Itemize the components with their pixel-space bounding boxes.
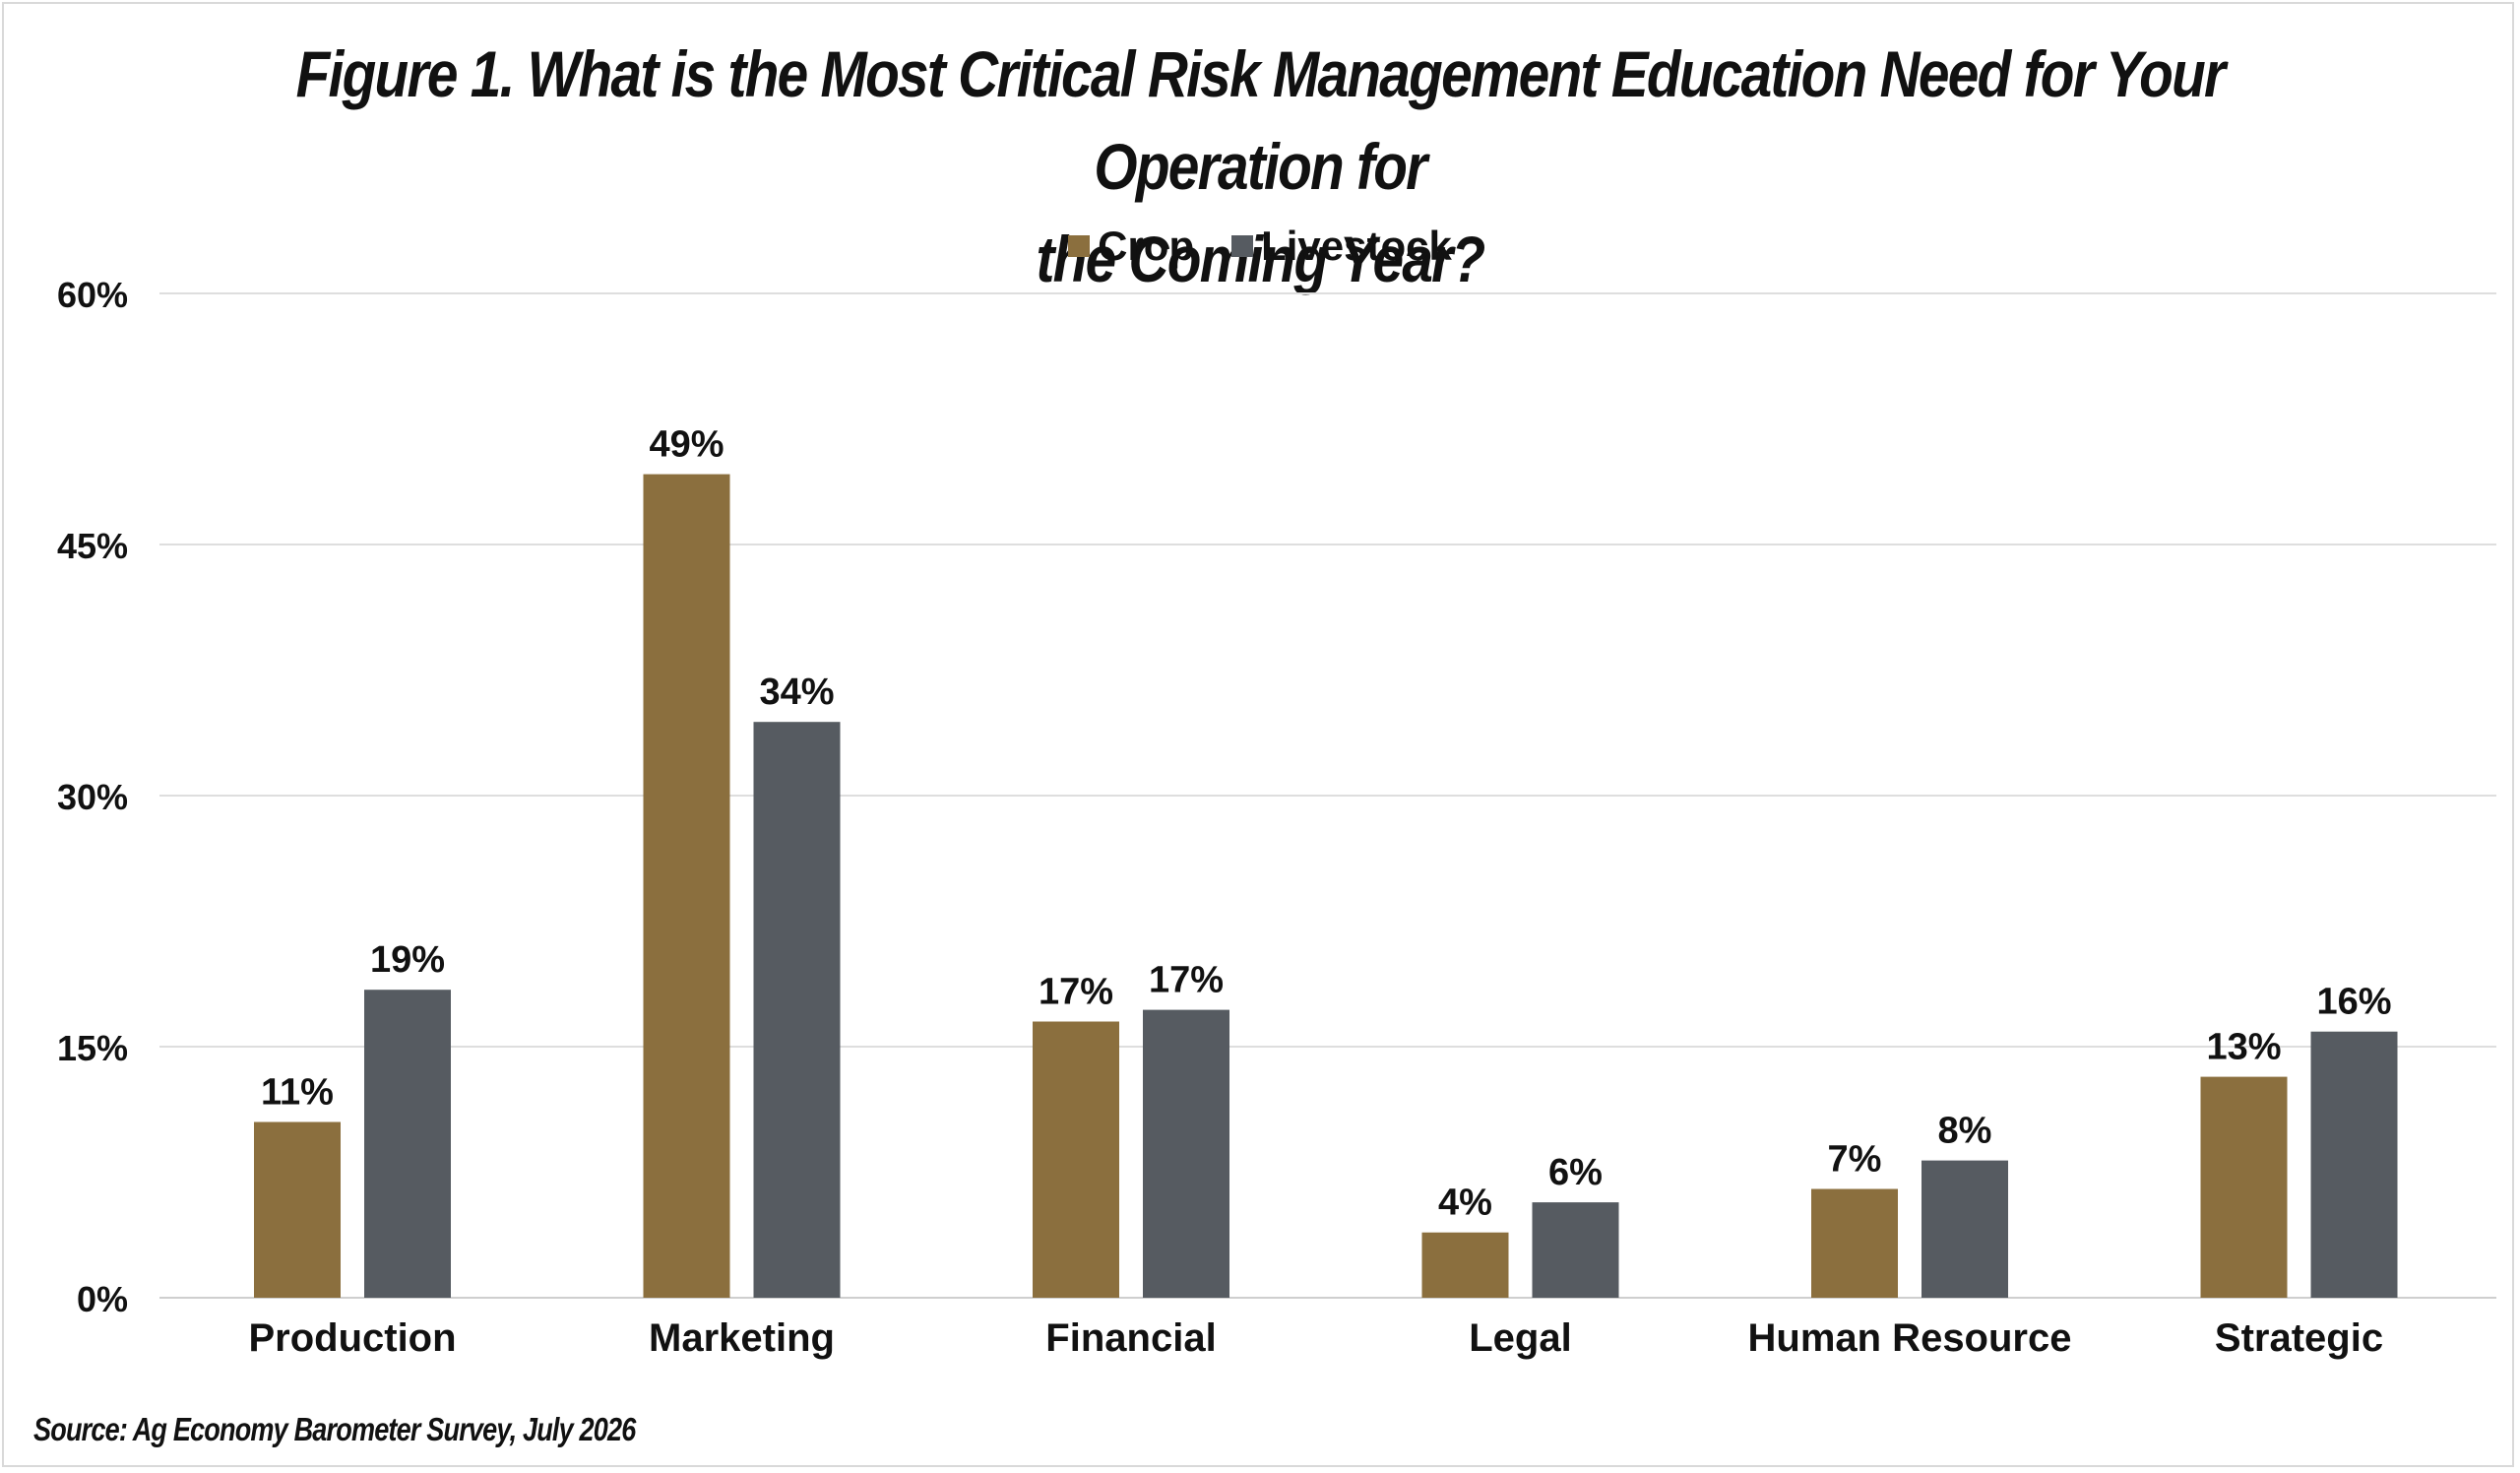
data-label: 13% <box>2206 1027 2281 1068</box>
bars <box>254 474 2398 1299</box>
chart-legend: Crop Livestock <box>0 219 2520 274</box>
x-tick-label: Marketing <box>649 1316 835 1360</box>
y-tick-label: 60% <box>57 275 128 315</box>
bar-livestock <box>1143 1009 1229 1298</box>
x-tick-label: Human Resource <box>1748 1316 2072 1360</box>
legend-item-livestock: Livestock <box>1231 219 1452 274</box>
bar-crop <box>2200 1076 2288 1298</box>
data-label: 17% <box>1039 972 1113 1013</box>
chart-title-line-2: the Coming Year? <box>1036 223 1485 295</box>
legend-swatch-livestock <box>1231 235 1254 257</box>
gridlines <box>159 292 2496 1299</box>
data-labels: 11% 19% 49% 34% 17% 17% 4% 6% 7% 8% 13% 16% <box>261 424 2392 1224</box>
source-note: Source: Ag Economy Barometer Survey, Jul… <box>33 1411 636 1447</box>
bar-livestock <box>2310 1031 2398 1298</box>
bar-crop <box>1421 1232 1509 1298</box>
data-label: 19% <box>370 939 445 981</box>
bar-livestock <box>753 722 841 1298</box>
data-label: 6% <box>1548 1152 1603 1193</box>
x-tick-label: Legal <box>1469 1316 1571 1360</box>
legend-label-livestock: Livestock <box>1261 223 1452 269</box>
bar-crop <box>1033 1021 1119 1298</box>
data-label: 16% <box>2316 982 2391 1023</box>
x-tick-label: Production <box>248 1316 456 1360</box>
data-label: 34% <box>759 672 834 713</box>
x-tick-label: Financial <box>1045 1316 1216 1360</box>
y-axis-tick-labels: 0% 15% 30% 45% 60% <box>57 275 128 1319</box>
data-label: 7% <box>1828 1139 1882 1181</box>
data-label: 49% <box>649 424 724 466</box>
bar-crop <box>254 1121 341 1298</box>
data-label: 4% <box>1438 1183 1492 1224</box>
chart-title-line-1: Figure 1. What is the Most Critical Risk… <box>295 37 2227 203</box>
legend-swatch-crop <box>1068 235 1091 257</box>
x-axis-tick-labels: Production Marketing Financial Legal Human R… <box>248 1316 2383 1360</box>
bar-crop <box>1811 1188 1898 1298</box>
y-tick-label: 15% <box>57 1028 128 1068</box>
chart-title: Figure 1. What is the Most Critical Risk… <box>176 28 2344 305</box>
bar-crop <box>643 474 730 1299</box>
bar-livestock <box>364 990 451 1298</box>
x-tick-label: Strategic <box>2215 1316 2383 1360</box>
data-label: 17% <box>1149 960 1224 1001</box>
y-tick-label: 30% <box>57 777 128 817</box>
bar-livestock <box>1922 1160 2008 1298</box>
data-label: 11% <box>261 1072 334 1114</box>
legend-item-crop: Crop <box>1068 219 1194 274</box>
y-tick-label: 45% <box>57 526 128 566</box>
legend-label-crop: Crop <box>1098 223 1195 269</box>
data-label: 8% <box>1938 1111 1992 1152</box>
bar-livestock <box>1532 1202 1619 1298</box>
y-tick-label: 0% <box>77 1279 128 1319</box>
